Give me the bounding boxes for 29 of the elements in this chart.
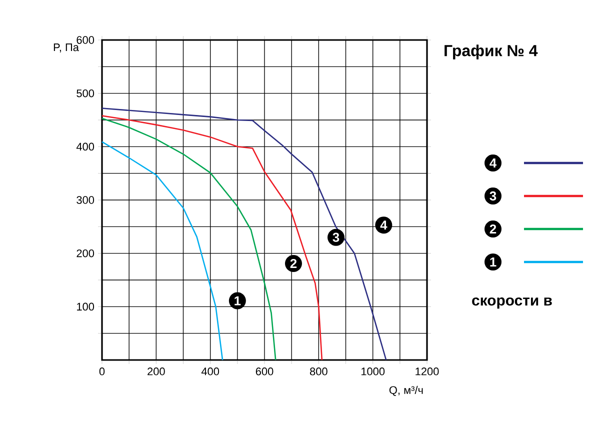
x-tick-label: 400 <box>201 368 220 376</box>
y-tick-label: 200 <box>76 249 94 258</box>
y-axis-title: P, Па <box>54 44 79 52</box>
annotation: 4 <box>380 220 388 230</box>
annotation: 1 <box>234 296 241 306</box>
x-tick-label: 800 <box>310 368 328 376</box>
x-axis-title: Q, м³/ч <box>389 386 423 396</box>
legend-title: скорости в <box>472 297 552 309</box>
line-series <box>101 115 323 361</box>
x-tick-label: 600 <box>256 368 274 376</box>
x-tick-label: 0 <box>99 368 105 376</box>
legend-label: 2 <box>490 224 496 234</box>
annotation: 2 <box>290 258 297 268</box>
annotation: 3 <box>332 232 340 242</box>
x-tick-label: 1000 <box>361 368 385 376</box>
line-series <box>101 141 224 361</box>
y-tick-label: 400 <box>76 142 94 151</box>
line-series <box>101 108 387 361</box>
legend-label: 1 <box>490 258 496 266</box>
legend-label: 4 <box>490 158 497 168</box>
legend-label: 3 <box>490 191 496 201</box>
y-tick-label: 500 <box>76 89 94 98</box>
y-tick-label: 100 <box>77 302 94 311</box>
text: График № 4 <box>444 44 538 60</box>
x-tick-label: 1200 <box>416 368 439 376</box>
x-tick-label: 200 <box>148 368 165 376</box>
y-tick-label: 600 <box>76 36 94 44</box>
y-tick-label: 300 <box>76 196 94 204</box>
line-series <box>101 118 276 361</box>
